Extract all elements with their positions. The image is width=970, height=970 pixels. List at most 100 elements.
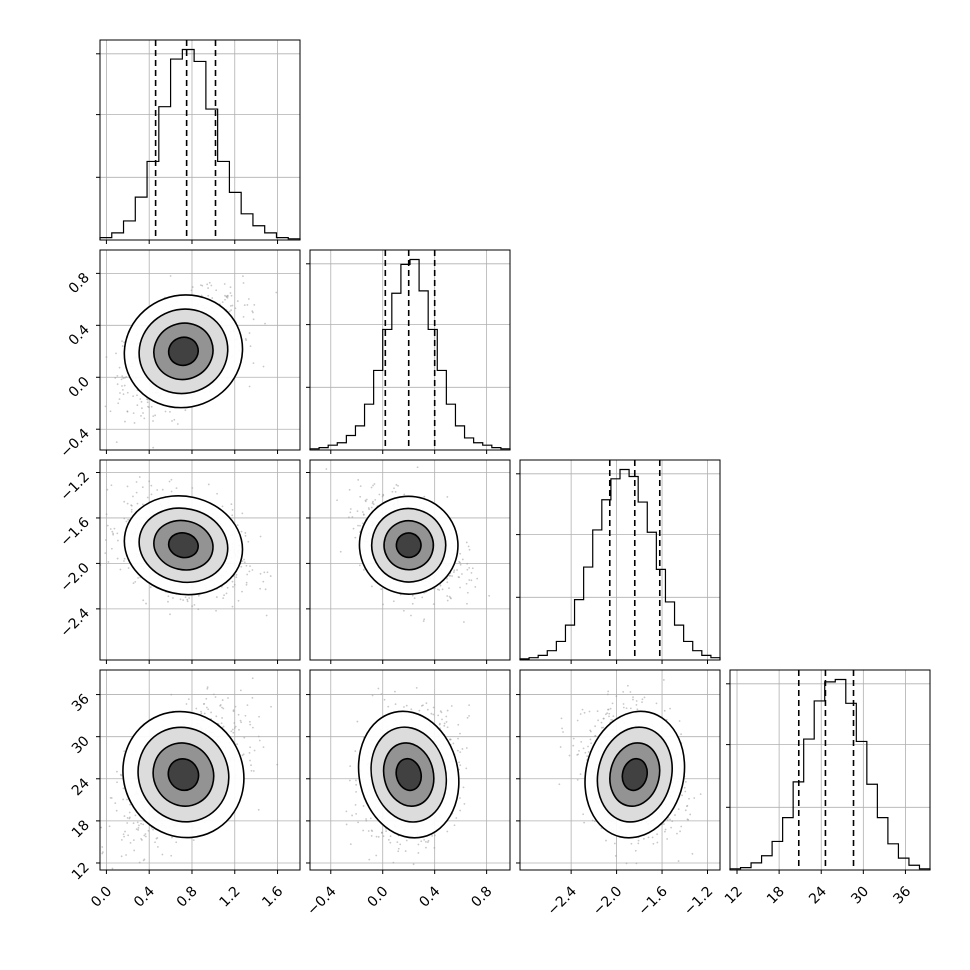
scatter-point [461,573,463,575]
scatter-point [220,722,223,725]
scatter-point [248,332,251,334]
scatter-point [251,677,254,680]
scatter-point [232,585,234,588]
scatter-point [674,814,676,816]
scatter-point [355,783,358,786]
scatter-point [246,573,249,576]
scatter-point [397,484,399,487]
scatter-point [212,693,215,696]
scatter-point [629,691,632,693]
scatter-point [671,820,674,823]
scatter-point [130,504,133,507]
scatter-point [240,721,243,724]
scatter-point [147,829,150,832]
scatter-point [425,702,428,705]
scatter-point [404,850,407,852]
scatter-point [112,533,115,536]
scatter-point [357,479,360,481]
scatter-point [171,420,173,422]
scatter-point [109,796,112,799]
scatter-point [394,690,396,693]
scatter-point [325,468,328,470]
scatter-point [488,594,491,597]
scatter-point [351,516,354,518]
scatter-point [448,587,450,590]
scatter-point [463,803,466,805]
scatter-point [410,614,412,617]
scatter-point [221,505,224,508]
scatter-point [458,576,461,579]
scatter-point [445,721,448,723]
scatter-point [109,528,112,530]
scatter-point [122,787,125,790]
histogram-step [729,678,931,870]
scatter-point [242,282,245,284]
scatter-point [370,486,373,489]
scatter-point [247,298,250,300]
scatter-point [138,476,141,478]
scatter-point [249,723,252,726]
scatter-point [112,532,115,535]
scatter-point [251,311,254,314]
scatter-point [459,797,461,799]
scatter-point [230,309,233,312]
scatter-point [465,747,468,749]
contour-line [153,322,214,381]
scatter-point [119,773,122,776]
scatter-point [248,752,251,754]
scatter-point [146,496,149,499]
y-tick-label: 0.0 [66,374,93,401]
scatter-point [607,708,609,711]
scatter-point [336,499,338,502]
scatter-point [677,808,680,811]
scatter-point [249,746,252,749]
scatter-point [207,294,210,297]
scatter-point [349,765,352,768]
scatter-point [438,722,441,725]
scatter-point [262,365,265,368]
scatter-point [141,503,144,506]
scatter-point [191,487,194,489]
scatter-point [126,410,129,413]
scatter-point [389,835,392,838]
scatter-point [116,374,119,377]
scatter-point [253,749,256,752]
scatter-point [368,858,371,861]
scatter-point [372,503,375,506]
scatter-point [245,583,248,586]
scatter-point [142,823,145,826]
scatter-point [144,833,147,835]
scatter-point [459,563,462,566]
panel-frame [99,249,301,451]
scatter-point [215,289,218,292]
scatter-point [124,830,126,833]
scatter-point [262,580,265,583]
scatter-point [632,696,634,699]
scatter-point [349,511,352,514]
scatter-point [249,759,251,762]
scatter-point [568,754,571,757]
scatter-point [206,687,209,690]
scatter-point [126,485,129,488]
scatter-point [132,412,135,415]
scatter-point [450,705,453,707]
scatter-point [229,305,232,307]
scatter-point [154,414,157,417]
scatter-point [258,715,260,718]
scatter-point [152,420,154,422]
scatter-point [405,839,408,842]
scatter-point [242,275,244,278]
scatter-point [609,707,612,710]
scatter-point [125,376,128,378]
scatter-point [354,804,357,806]
scatter-point [207,708,210,711]
scatter-point [437,714,440,717]
scatter-point [105,513,108,516]
scatter-point [365,819,368,822]
scatter-point [369,817,372,820]
scatter-point [468,566,471,569]
scatter-point [144,835,147,838]
scatter-point [358,564,361,567]
scatter-point [441,718,443,721]
scatter-point [259,587,262,590]
